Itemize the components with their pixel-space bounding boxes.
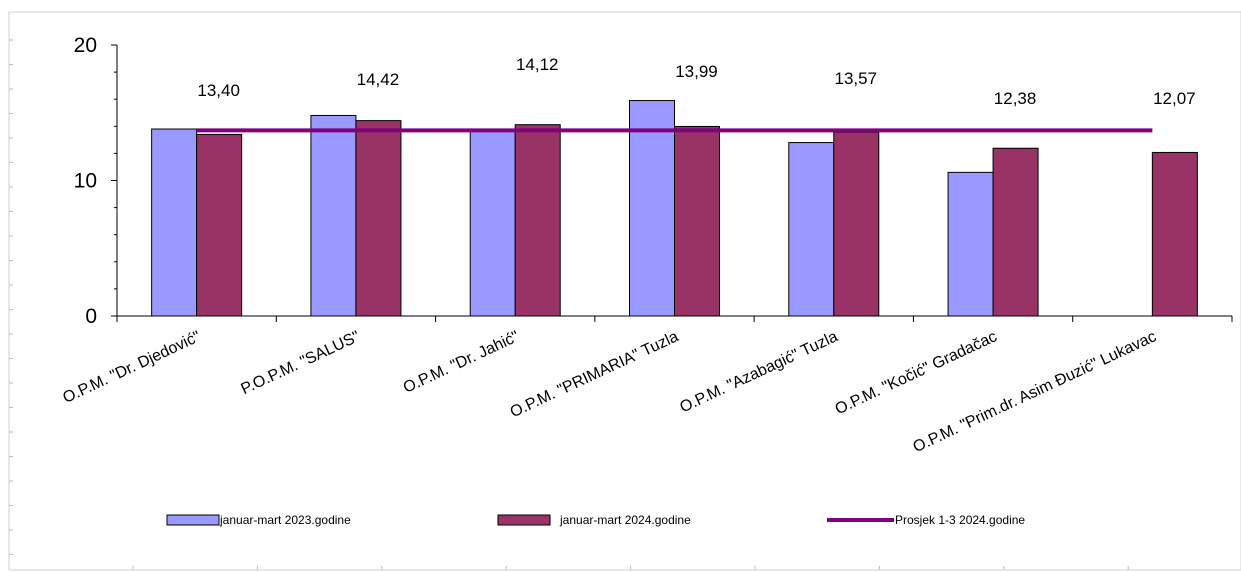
chart-area-border xyxy=(8,11,1241,571)
bar-2024 xyxy=(196,133,243,317)
bar-2024 xyxy=(992,147,1039,317)
category-label: O.P.M. "PRIMARIA" Tuzla xyxy=(508,328,682,421)
bar-2023 xyxy=(629,100,675,317)
data-label: 13,99 xyxy=(675,62,718,81)
legend-label: januar-mart 2024.godine xyxy=(559,513,691,527)
y-tick-label: 20 xyxy=(74,34,97,57)
y-tick-label: 10 xyxy=(74,170,97,193)
bar-2024 xyxy=(1151,151,1198,317)
bar-2023 xyxy=(788,142,835,317)
category-label: O.P.M. "Dr. Djedović" xyxy=(60,328,203,407)
data-label: 13,57 xyxy=(835,69,878,88)
bar-2024 xyxy=(833,131,880,317)
legend-swatch-2024 xyxy=(497,514,551,526)
category-label: O.P.M. "Azabagić" Tuzla xyxy=(677,328,840,416)
data-label: 14,42 xyxy=(357,70,400,89)
bar-2024 xyxy=(514,124,561,317)
plot-area: 0 10 20 13,40 14,42 14,12 13,99 13,57 12,38 12,07… xyxy=(9,34,1233,570)
y-tick-label: 0 xyxy=(85,305,97,328)
data-label: 14,12 xyxy=(516,55,559,74)
legend: januar-mart 2023.godine januar-mart 2024.… xyxy=(166,513,1025,527)
data-label: 12,38 xyxy=(994,89,1037,108)
category-label: O.P.M. "Prim.dr. Asim Đuzić" Lukavac xyxy=(911,328,1159,456)
data-label: 13,40 xyxy=(197,81,240,100)
legend-label: januar-mart 2023.godine xyxy=(219,513,351,527)
category-label: O.P.M. "Dr. Jahić" xyxy=(401,328,522,397)
data-label: 12,07 xyxy=(1153,89,1196,108)
bar-2023 xyxy=(151,128,198,317)
legend-swatch-2023 xyxy=(166,514,220,526)
bar-2024 xyxy=(355,120,402,317)
bar-2023 xyxy=(310,114,357,317)
bar-2023 xyxy=(947,171,994,317)
category-label: P.O.P.M. "SALUS" xyxy=(238,328,362,398)
category-label: O.P.M. "Kočić" Gradačac xyxy=(833,328,1000,418)
bar-2023 xyxy=(469,128,516,317)
bar-2024 xyxy=(674,125,720,317)
legend-label: Prosjek 1-3 2024.godine xyxy=(895,513,1025,527)
